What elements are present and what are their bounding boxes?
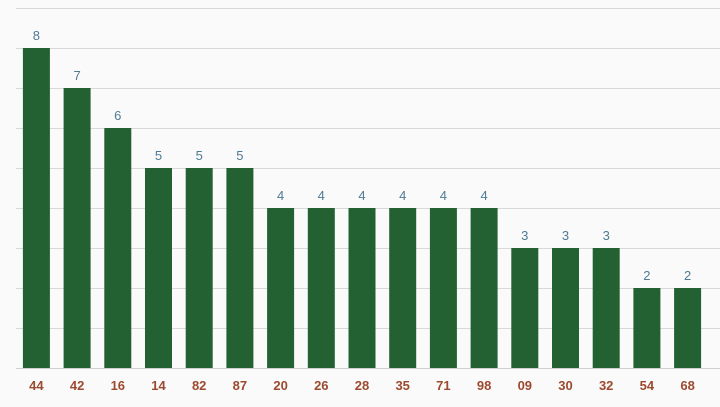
bar-value-label: 4 [318,188,325,203]
bar[interactable] [389,208,417,368]
bar-value-label: 3 [521,228,528,243]
x-tick-label: 87 [233,378,247,393]
bar-value-label: 5 [196,148,203,163]
x-tick-label: 42 [70,378,84,393]
bar[interactable] [267,208,295,368]
bar[interactable] [22,48,50,368]
bar-value-label: 6 [114,108,121,123]
bar[interactable] [470,208,498,368]
x-tick-label: 98 [477,378,491,393]
bar-value-label: 8 [33,28,40,43]
bar[interactable] [226,168,254,368]
bar[interactable] [145,168,172,368]
bar[interactable] [307,208,335,368]
value-labels-group: 8 7 6 5 5 5 4 4 4 4 4 4 3 3 3 2 2 [33,28,691,283]
bar-value-label: 3 [562,228,569,243]
bar-value-label: 4 [358,188,365,203]
x-tick-label: 82 [192,378,206,393]
bar[interactable] [511,248,539,368]
x-tick-label: 16 [111,378,125,393]
x-tick-label: 54 [640,378,655,393]
x-tick-label: 32 [599,378,613,393]
bar[interactable] [674,288,702,368]
x-tick-label: 09 [518,378,532,393]
x-tick-label: 30 [558,378,572,393]
x-tick-labels-group: 44 42 16 14 82 87 20 26 28 35 71 98 09 30 32 54 68 [29,378,695,393]
bar[interactable] [552,248,579,368]
x-tick-label: 68 [680,378,694,393]
bar[interactable] [63,88,91,368]
bar-value-label: 4 [440,188,447,203]
x-tick-label: 20 [273,378,287,393]
bar[interactable] [104,128,132,368]
bar-value-label: 5 [155,148,162,163]
bar-value-label: 4 [480,188,487,203]
bar[interactable] [633,288,661,368]
x-tick-label: 14 [151,378,166,393]
bar[interactable] [592,248,620,368]
bar-value-label: 7 [73,68,80,83]
bar-value-label: 2 [643,268,650,283]
bar-value-label: 3 [603,228,610,243]
x-tick-label: 28 [355,378,369,393]
x-tick-label: 35 [395,378,409,393]
bar[interactable] [185,168,213,368]
x-tick-label: 71 [436,378,450,393]
bar[interactable] [348,208,376,368]
bar[interactable] [429,208,457,368]
x-tick-label: 26 [314,378,328,393]
bar-value-label: 5 [236,148,243,163]
bar-value-label: 2 [684,268,691,283]
bars-group [22,48,702,368]
bar-value-label: 4 [399,188,406,203]
x-tick-label: 44 [29,378,44,393]
bar-value-label: 4 [277,188,284,203]
